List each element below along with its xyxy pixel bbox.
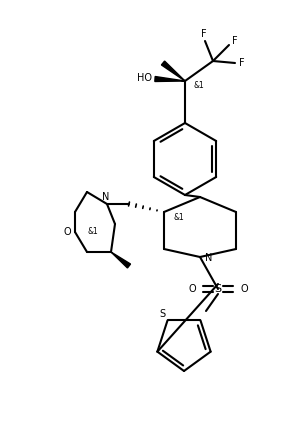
Text: O: O	[188, 284, 196, 294]
Text: &1: &1	[88, 228, 98, 236]
Text: O: O	[240, 284, 248, 294]
Text: F: F	[239, 58, 245, 68]
Text: &1: &1	[174, 212, 185, 222]
Text: S: S	[214, 284, 222, 294]
Text: F: F	[232, 36, 238, 46]
Text: N: N	[205, 253, 212, 263]
Polygon shape	[162, 61, 185, 81]
Text: HO: HO	[137, 73, 153, 83]
Polygon shape	[111, 252, 130, 268]
Text: O: O	[63, 227, 71, 237]
Text: N: N	[102, 192, 110, 202]
Text: F: F	[201, 29, 207, 39]
Text: S: S	[160, 309, 166, 319]
Polygon shape	[155, 76, 185, 81]
Text: &1: &1	[193, 80, 204, 90]
